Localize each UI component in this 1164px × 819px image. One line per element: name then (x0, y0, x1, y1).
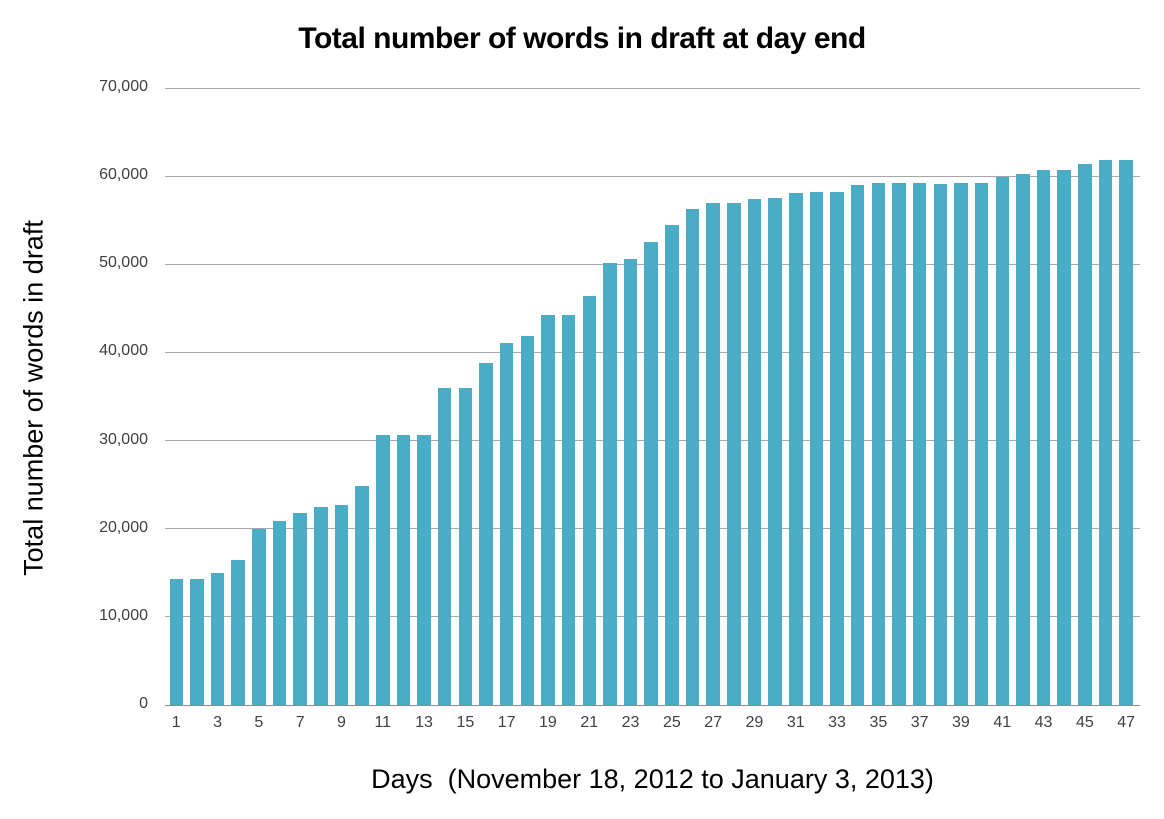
bar-day-26 (685, 208, 700, 705)
gridline-70000 (165, 87, 1140, 89)
bar-day-14 (437, 387, 452, 705)
x-tick-label-7: 7 (295, 714, 305, 731)
bar-day-31 (789, 192, 803, 705)
bar-day-21 (582, 296, 596, 705)
x-tick-label-17: 17 (497, 714, 516, 731)
bar-day-15 (458, 387, 473, 705)
bar-day-11 (376, 435, 390, 705)
x-tick-label-39: 39 (952, 714, 970, 731)
bar-day-34 (850, 184, 865, 705)
y-tick-label-10000: 10,000 (99, 606, 148, 624)
y-tick-label-50000: 50,000 (99, 254, 148, 272)
bar-day-40 (974, 183, 989, 705)
y-tick-label-40000: 40,000 (99, 342, 148, 360)
bar-day-42 (1016, 173, 1030, 705)
x-tick-label-15: 15 (456, 714, 475, 731)
bar-day-3 (210, 572, 225, 705)
x-tick-label-19: 19 (539, 714, 557, 731)
bar-day-45 (1078, 163, 1092, 705)
chart-title: Total number of words in draft at day en… (298, 22, 866, 55)
bar-day-22 (603, 262, 617, 705)
x-tick-label-25: 25 (662, 714, 681, 731)
x-tick-label-9: 9 (336, 714, 346, 731)
bar-day-30 (768, 198, 782, 705)
y-tick-label-70000: 70,000 (99, 78, 148, 95)
bar-day-4 (231, 560, 245, 705)
bar-day-17 (499, 342, 514, 705)
bar-day-47 (1119, 160, 1133, 705)
bar-day-39 (954, 183, 968, 705)
y-tick-label-60000: 60,000 (99, 166, 148, 184)
bar-day-27 (706, 202, 720, 705)
bar-day-18 (520, 335, 535, 705)
bar-day-36 (892, 183, 906, 705)
y-tick-label-30000: 30,000 (99, 430, 148, 448)
gridline-60000 (165, 175, 1140, 177)
x-tick-label-35: 35 (869, 714, 888, 731)
bar-day-6 (272, 520, 287, 705)
x-tick-label-47: 47 (1117, 714, 1136, 731)
y-axis-title: Total number of words in draft (18, 220, 49, 576)
bar-day-8 (314, 506, 328, 705)
x-tick-label-43: 43 (1034, 714, 1053, 731)
x-tick-label-11: 11 (374, 714, 392, 731)
bar-day-41 (995, 177, 1009, 705)
bar-day-7 (293, 512, 307, 705)
bar-day-1 (169, 578, 183, 705)
x-tick-label-27: 27 (704, 714, 723, 731)
bar-day-12 (396, 435, 411, 705)
bar-day-37 (912, 183, 927, 705)
bar-day-10 (355, 486, 369, 705)
x-tick-label-3: 3 (213, 714, 222, 731)
bar-day-23 (623, 259, 638, 705)
x-tick-label-5: 5 (254, 714, 264, 731)
x-axis-title: Days (November 18, 2012 to January 3, 20… (371, 764, 934, 794)
x-tick-label-33: 33 (828, 714, 846, 731)
bar-day-25 (665, 224, 679, 705)
bar-day-24 (644, 242, 658, 705)
bar-day-44 (1057, 169, 1071, 705)
y-tick-label-0: 0 (139, 695, 148, 712)
bar-day-28 (727, 202, 741, 705)
x-tick-label-13: 13 (415, 714, 433, 731)
bar-day-2 (190, 578, 204, 705)
bar-day-16 (479, 363, 493, 705)
bar-day-29 (747, 199, 762, 705)
x-axis-line (165, 704, 1140, 706)
bar-day-20 (561, 315, 576, 705)
bar-day-19 (541, 315, 555, 705)
x-tick-label-29: 29 (745, 714, 764, 731)
bar-day-43 (1036, 169, 1051, 705)
x-tick-label-23: 23 (621, 714, 640, 731)
bar-day-9 (334, 504, 349, 705)
y-tick-label-20000: 20,000 (99, 518, 148, 536)
bar-day-38 (933, 184, 948, 705)
bar-day-32 (809, 192, 824, 705)
x-tick-label-37: 37 (910, 714, 929, 731)
bar-day-33 (830, 192, 844, 705)
bar-day-46 (1098, 160, 1113, 705)
x-tick-label-21: 21 (580, 714, 599, 731)
bar-day-35 (871, 183, 886, 705)
x-tick-label-1: 1 (171, 714, 181, 731)
bar-day-5 (252, 528, 266, 705)
bar-day-13 (417, 435, 431, 705)
x-tick-label-45: 45 (1075, 714, 1094, 731)
plot-area (165, 87, 1140, 706)
x-tick-label-31: 31 (786, 714, 805, 731)
x-tick-label-41: 41 (993, 714, 1012, 731)
